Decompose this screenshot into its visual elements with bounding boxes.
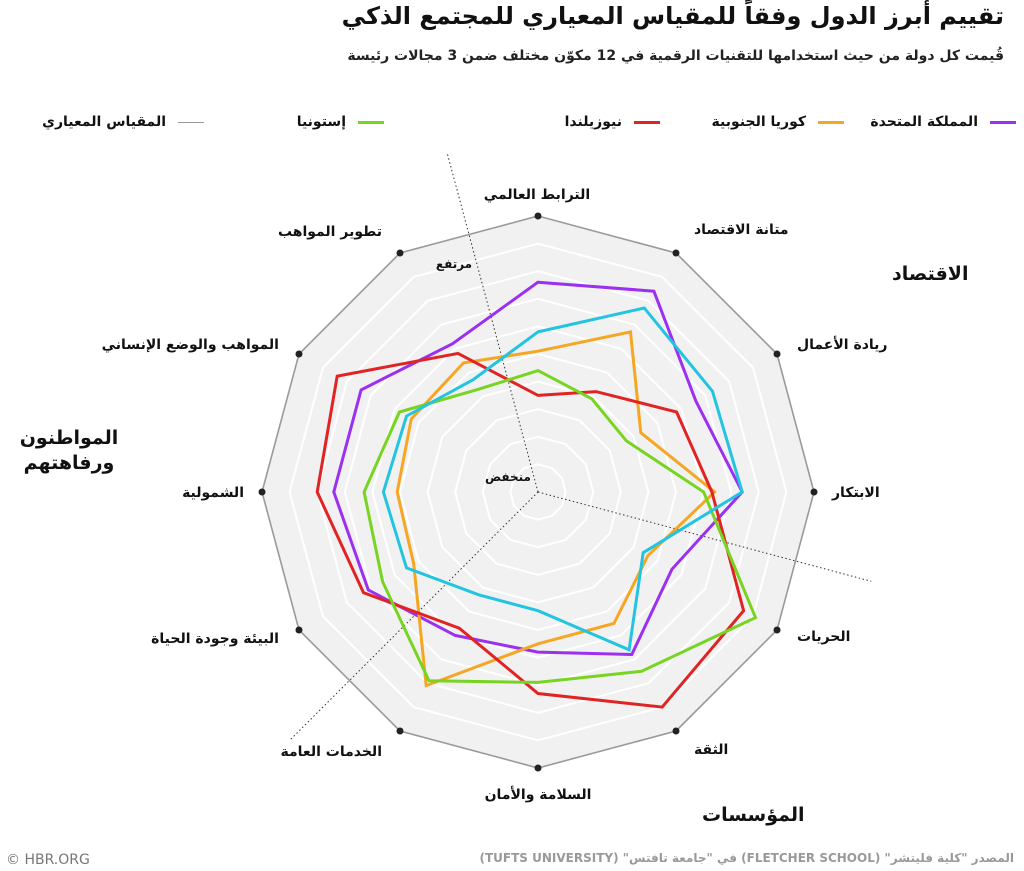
radar-ring [454,408,622,576]
legend-swatch-benchmark [178,121,204,123]
radar-ring [316,270,760,714]
radar-ring [371,325,705,659]
legend-item-benchmark: المقياس المعياري [42,112,204,132]
series-line-3 [362,368,758,684]
legend-label-estonia: إستونيا [296,114,346,130]
source-note: المصدر "كلية فليتشر" (FLETCHER SCHOOL) ف… [479,851,1015,865]
group-label-institutions: المؤسسات [702,804,805,826]
axis-dot [534,212,542,220]
scale-label-low: منخفض [485,470,531,484]
axis-label: تطوير المواهب [278,224,382,240]
radar-ring [288,242,788,742]
radar-ring [343,297,733,687]
radar-ring [426,380,650,604]
legend-item-estonia: إستونيا [297,112,384,132]
group-label-economy: الاقتصاد [892,263,969,285]
series-line-2 [315,351,746,709]
legend-swatch-nz [634,120,660,124]
axis-label: البيئة وجودة الحياة [151,631,279,647]
axis-label: الابتكار [831,485,880,501]
legend-label-nz: نيوزيلندا [564,114,622,130]
axis-label: الترابط العالمي [484,187,590,203]
axis-dot [773,350,781,358]
radar-ring [509,463,567,521]
legend-swatch-korea [818,120,844,124]
legend-swatch-uk [990,120,1016,124]
axis-dot [258,488,266,496]
chart-subtitle: قُيمت كل دولة من حيث استخدامها للتقنيات … [347,48,1004,64]
axis-dot [534,764,542,772]
hbr-credit: © HBR.ORG [6,852,90,868]
legend-label-benchmark: المقياس المعياري [42,114,166,130]
legend-swatch-estonia [358,120,384,124]
divider-economy-institutions [537,491,872,582]
axis-label: الخدمات العامة [281,744,382,760]
series-line-1 [395,330,717,688]
legend-label-uk: المملكة المتحدة [870,114,978,130]
axis-dot [396,727,404,735]
chart-title: تقييم أبرز الدول وفقاً للمقياس المعياري … [341,2,1004,30]
radar-ring [398,352,678,632]
legend-item-nz: نيوزيلندا [565,112,660,132]
axis-label: الشمولية [182,485,244,501]
axis-dot [295,626,303,634]
series-line-4 [381,306,744,652]
radar-ring [481,435,595,549]
axis-dot [396,249,404,257]
series-line-0 [332,280,745,657]
legend-label-korea: كوريا الجنوبية [711,114,806,130]
legend-item-uk: المملكة المتحدة [870,112,1016,132]
group-label-citizens: المواطنون ورفاهتهم [19,427,119,474]
axis-label: متانة الاقتصاد [694,222,789,238]
axis-label: المواهب والوضع الإنساني [102,337,279,353]
legend-item-korea: كوريا الجنوبية [712,112,844,132]
axis-dot [672,727,680,735]
axis-dot [810,488,818,496]
axis-label: ريادة الأعمال [797,336,887,353]
axis-dot [672,249,680,257]
scale-label-high: مرتفع [436,257,472,271]
axis-label: السلامة والأمان [485,786,592,803]
axis-label: الثقة [694,742,728,758]
axis-label: الحريات [797,629,850,645]
axis-dot [773,626,781,634]
axis-dot [295,350,303,358]
